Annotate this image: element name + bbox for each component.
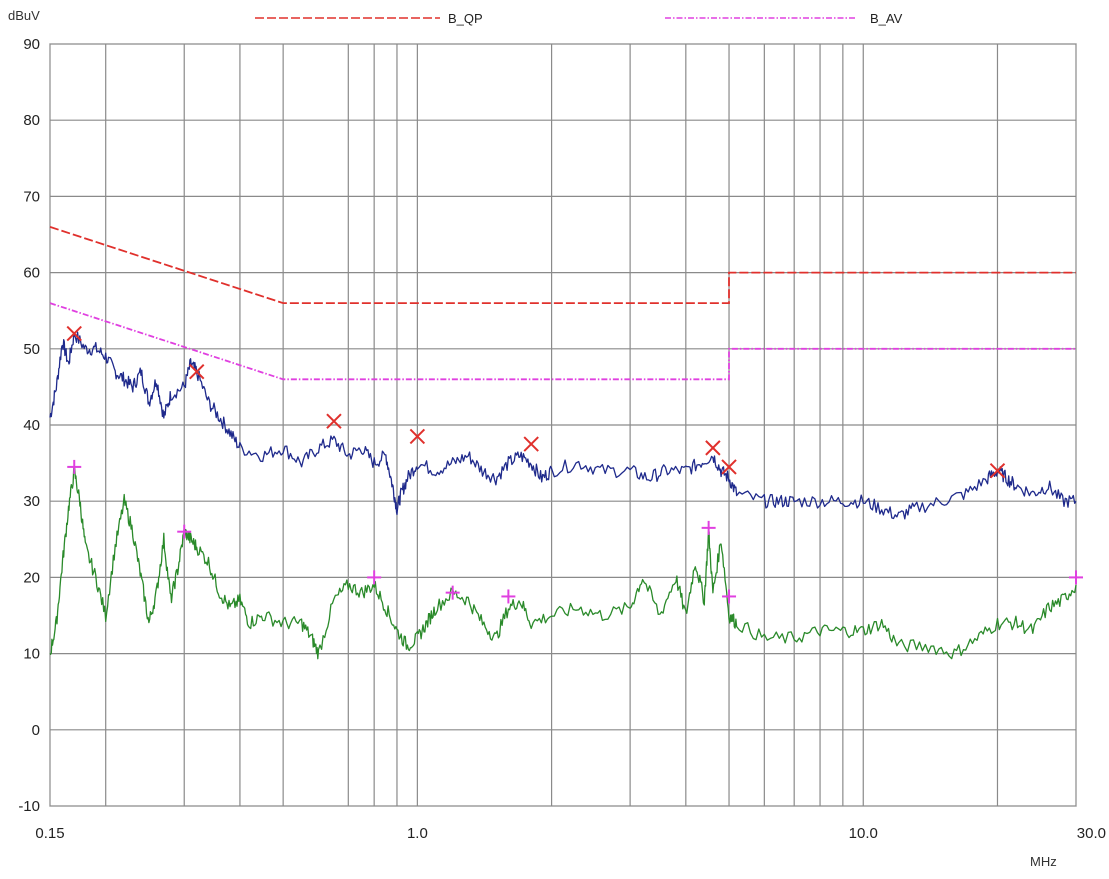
marker-stroke: [721, 459, 737, 475]
legend-label-b-qp: B_QP: [448, 11, 483, 26]
x-tick-labels: 0.15 1.0 10.0 30.0: [35, 825, 1106, 842]
av-peaks-marker: [367, 570, 382, 585]
measurement-traces: [49, 331, 1077, 660]
legend-label-b-av: B_AV: [870, 11, 903, 26]
marker-stroke: [189, 363, 205, 380]
legend: B_QP B_AV: [255, 11, 903, 26]
x-tick-label: 0.15: [35, 825, 64, 842]
y-tick-label: 0: [32, 722, 40, 739]
x-tick-label: 10.0: [849, 825, 878, 842]
x-tick-label: 30.0: [1077, 825, 1106, 842]
x-tick-label: 1.0: [407, 825, 428, 842]
qp-peaks-marker: [326, 413, 342, 429]
y-tick-label: 30: [23, 493, 40, 510]
marker-stroke: [989, 463, 1006, 479]
marker-stroke: [409, 428, 426, 445]
marker-stroke: [66, 325, 82, 342]
qp-peaks-marker: [989, 463, 1006, 479]
y-tick-labels: -10 0 10 20 30 40 50 60 70 80 90: [18, 36, 40, 815]
y-tick-label: 10: [23, 646, 40, 663]
av-peaks-marker: [67, 459, 82, 474]
qp-peaks-marker: [189, 363, 205, 380]
y-tick-label: 50: [23, 341, 40, 358]
y-tick-label: 90: [23, 36, 40, 53]
x-axis-unit: MHz: [1030, 854, 1057, 869]
qp-peaks-marker: [66, 325, 82, 342]
qp-trace: [49, 331, 1077, 520]
qp-peaks-marker: [523, 436, 539, 452]
y-tick-label: 60: [23, 265, 40, 282]
limit-lines: [49, 226, 1076, 381]
qp-peaks-marker: [721, 459, 737, 475]
y-tick-label: 20: [23, 569, 40, 586]
marker-stroke: [705, 440, 721, 456]
qp-peaks-marker: [409, 428, 426, 445]
av-peaks-marker: [177, 524, 192, 539]
av-peaks-marker: [445, 585, 460, 600]
y-tick-label: 40: [23, 417, 40, 434]
av-trace: [49, 464, 1077, 660]
qp-peaks-marker: [705, 440, 721, 456]
av-peaks-marker: [701, 520, 716, 535]
marker-stroke: [326, 413, 342, 429]
av-peaks-marker: [1069, 570, 1083, 585]
av-peaks-marker: [501, 589, 516, 604]
peak-markers: [66, 325, 1083, 604]
y-axis-unit: dBuV: [8, 8, 40, 23]
y-tick-label: 80: [23, 112, 40, 129]
y-tick-label: 70: [23, 188, 40, 205]
marker-stroke: [523, 436, 539, 452]
av-peaks-marker: [722, 589, 737, 604]
limit-line-b-av: [49, 302, 1076, 381]
limit-line-b-qp: [49, 226, 1076, 304]
y-tick-label: -10: [18, 798, 40, 815]
